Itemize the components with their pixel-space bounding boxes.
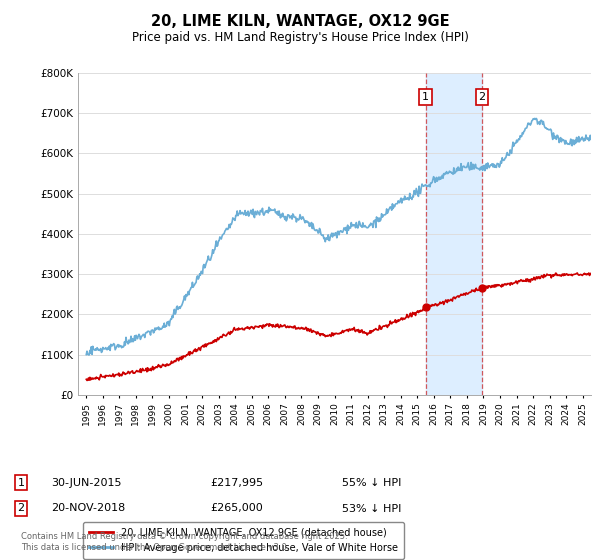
- Text: 53% ↓ HPI: 53% ↓ HPI: [342, 503, 401, 514]
- Text: 1: 1: [17, 478, 25, 488]
- Text: 20, LIME KILN, WANTAGE, OX12 9GE: 20, LIME KILN, WANTAGE, OX12 9GE: [151, 14, 449, 29]
- Text: 2: 2: [17, 503, 25, 514]
- Text: This data is licensed under the Open Government Licence v3.0.: This data is licensed under the Open Gov…: [21, 543, 289, 552]
- Legend: 20, LIME KILN, WANTAGE, OX12 9GE (detached house), HPI: Average price, detached : 20, LIME KILN, WANTAGE, OX12 9GE (detach…: [83, 522, 404, 558]
- Bar: [425, 73, 482, 395]
- Text: 55% ↓ HPI: 55% ↓ HPI: [342, 478, 401, 488]
- Text: 30-JUN-2015: 30-JUN-2015: [51, 478, 121, 488]
- Text: £265,000: £265,000: [210, 503, 263, 514]
- Text: Contains HM Land Registry data © Crown copyright and database right 2025.: Contains HM Land Registry data © Crown c…: [21, 532, 347, 541]
- Text: £217,995: £217,995: [210, 478, 263, 488]
- Text: 2: 2: [479, 92, 485, 102]
- Text: Price paid vs. HM Land Registry's House Price Index (HPI): Price paid vs. HM Land Registry's House …: [131, 31, 469, 44]
- Text: 1: 1: [422, 92, 429, 102]
- Text: 20-NOV-2018: 20-NOV-2018: [51, 503, 125, 514]
